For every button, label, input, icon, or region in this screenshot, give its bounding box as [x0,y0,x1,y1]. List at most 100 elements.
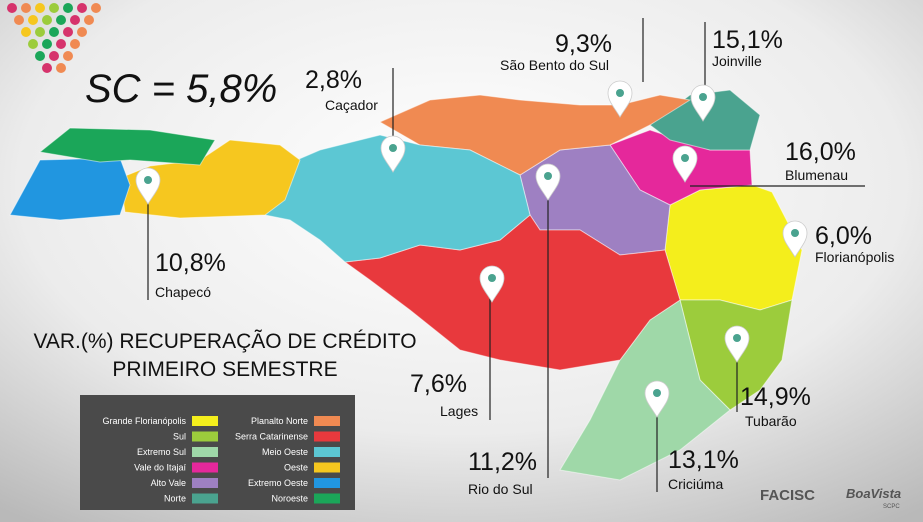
dot [56,39,66,49]
legend-swatch [192,493,218,504]
pin-dot [681,154,689,162]
pin-dot [389,144,397,152]
pin [479,265,505,303]
pin-dot [616,89,624,97]
dot [77,27,87,37]
legend-label: Oeste [284,463,308,473]
callout-value: 6,0% [815,222,872,250]
dot [35,3,45,13]
pin [690,84,716,122]
dot [28,15,38,25]
legend-label: Vale do Itajaí [134,463,186,473]
legend-swatch [192,462,218,473]
legend-swatch [314,416,340,426]
dot [49,3,59,13]
dot [28,39,38,49]
pin-dot [653,389,661,397]
decoration [7,3,101,73]
logo: BoaVista [846,486,901,501]
callout-city: São Bento do Sul [500,57,609,73]
pin-dot [733,334,741,342]
dot [63,27,73,37]
callout-city: Joinville [712,53,762,69]
region [38,127,216,166]
legend-swatch [192,447,218,457]
legend-swatch [314,431,340,442]
pin [672,145,698,183]
pin [724,325,750,363]
dot [49,27,59,37]
legend-label: Alto Vale [151,478,186,488]
legend-label: Extremo Oeste [248,478,308,488]
pin-dot [488,274,496,282]
dot [42,15,52,25]
callout-city: Criciúma [668,476,723,492]
callout-value: 7,6% [410,370,467,398]
legend-swatch [192,478,218,488]
legend-swatch [314,447,340,457]
dot [70,15,80,25]
callouts: 10,8% Chapecó 2,8% Caçador 9,3%São Bento do … [135,18,894,497]
callout-city: Blumenau [785,167,848,183]
legend-label: Serra Catarinense [235,432,308,442]
callout-city: Tubarão [745,413,797,429]
pin [607,80,633,118]
pin [644,380,670,418]
legend-label: Norte [164,494,186,504]
dot [56,15,66,25]
dot [77,3,87,13]
legend-label: Grande Florianópolis [102,416,186,426]
dot [91,3,101,13]
dot [63,3,73,13]
dot [21,27,31,37]
callout-city: Chapecó [155,284,211,300]
legend-label: Planalto Norte [251,416,308,426]
dot [21,3,31,13]
dot [49,51,59,61]
callout-value: 9,3% [555,30,612,58]
dot [56,63,66,73]
callout-city: Caçador [325,97,378,113]
callout-value: 13,1% [668,446,739,474]
legend-swatch [192,416,218,426]
callout-value: 14,9% [740,383,811,411]
callout-value: 10,8% [155,249,226,277]
pin [782,220,808,258]
region [9,157,131,221]
callout-city: Rio do Sul [468,481,533,497]
callout-city: Lages [440,403,478,419]
dot [63,51,73,61]
pin-dot [791,229,799,237]
pin [535,163,561,201]
subtitle: VAR.(%) RECUPERAÇÃO DE CRÉDITO [33,329,416,353]
pin-dot [699,93,707,101]
dot [42,63,52,73]
legend-swatch [314,493,340,504]
callout-value: 2,8% [305,66,362,94]
dot [42,39,52,49]
callout-value: 16,0% [785,138,856,166]
legend-label: Sul [173,432,186,442]
pin-dot [144,176,152,184]
legend-label: Noroeste [271,494,308,504]
dot [14,15,24,25]
dot [7,3,17,13]
callout-value: 15,1% [712,26,783,54]
legend-label: Extremo Sul [137,447,186,457]
dot [84,15,94,25]
legend-label: Meio Oeste [262,447,308,457]
dot [35,51,45,61]
logo: SCPC [883,504,900,510]
dot [70,39,80,49]
pin-dot [544,172,552,180]
logo: FACISC [760,487,815,504]
legend-swatch [314,478,340,488]
pin [380,135,406,173]
headline: SC = 5,8% [85,67,277,111]
pin [135,167,161,205]
legend-swatch [192,431,218,442]
callout-city: Florianópolis [815,249,894,265]
legend: Grande Florianópolis Sul Extremo Sul Vale d… [102,416,340,504]
legend-swatch [314,462,340,473]
